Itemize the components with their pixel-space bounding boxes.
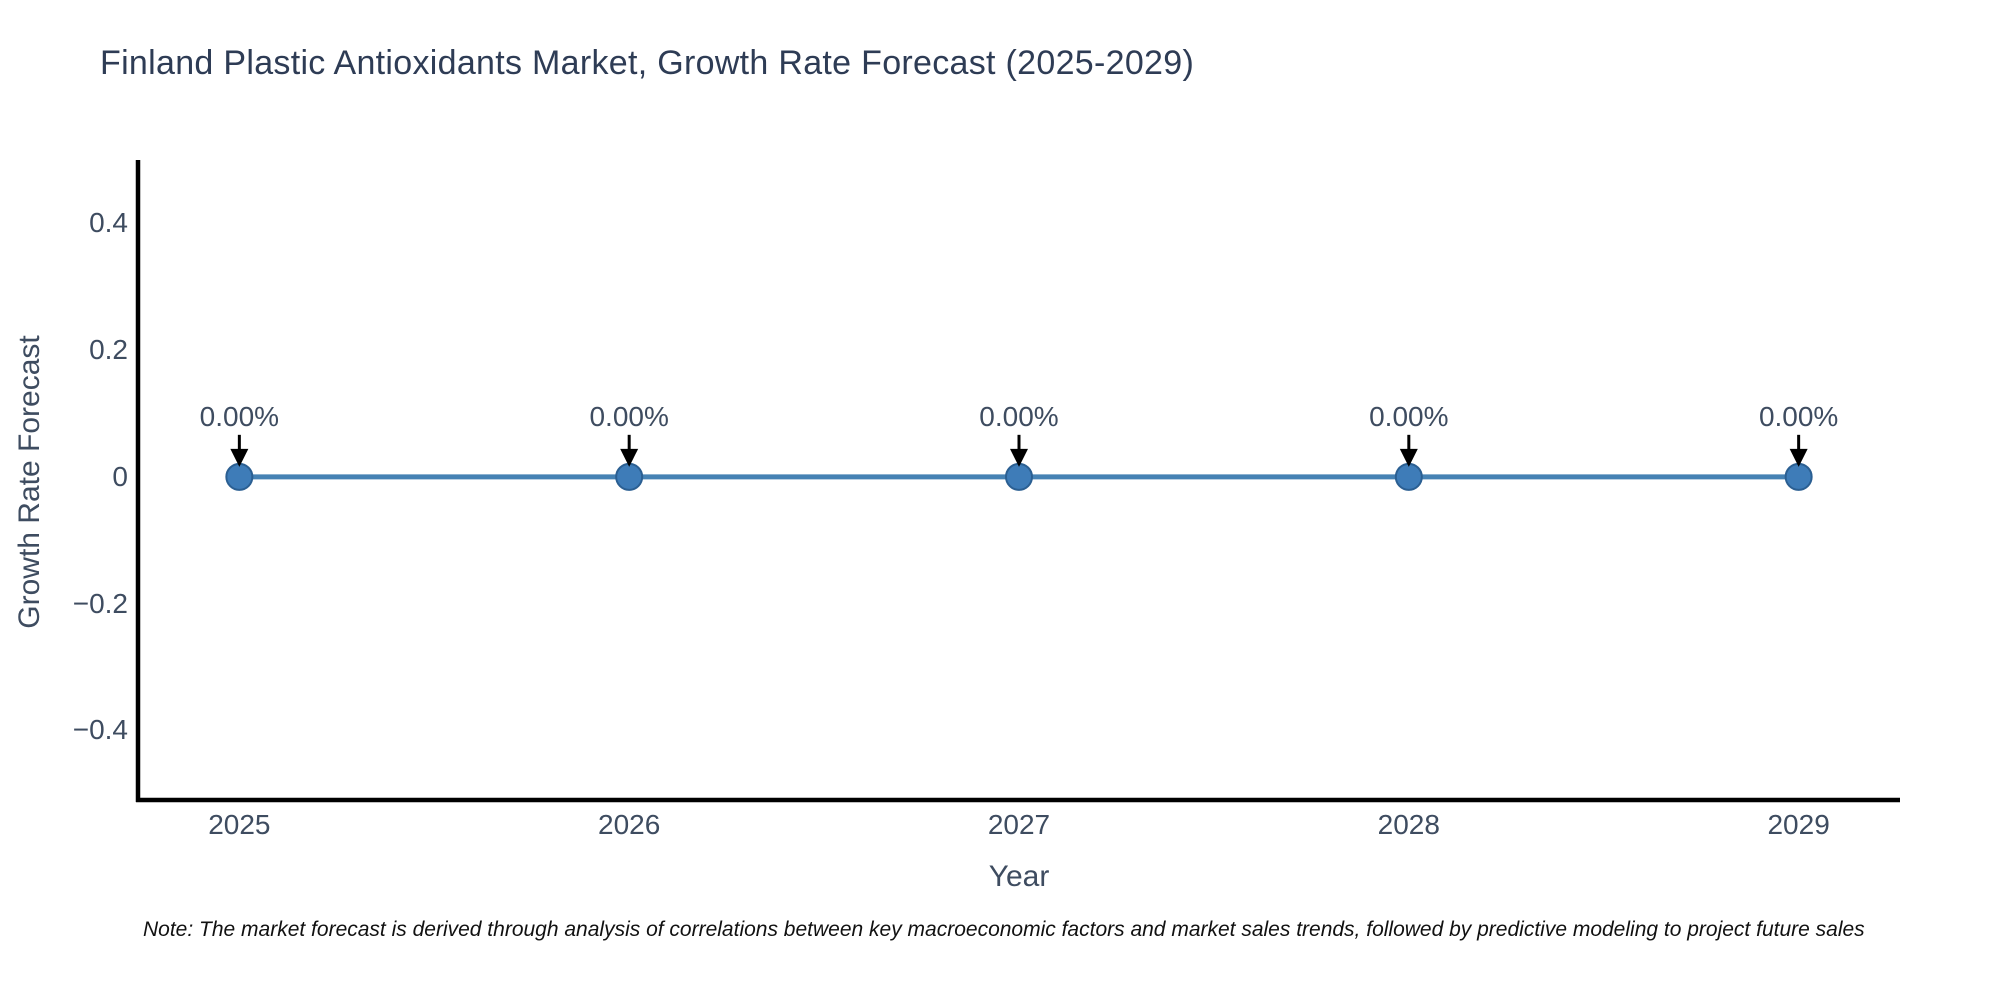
data-point-marker <box>615 462 644 491</box>
y-tick-label: 0 <box>112 460 128 492</box>
y-tick-label: −0.2 <box>72 587 128 619</box>
data-point-marker <box>1394 462 1423 491</box>
x-tick-label: 2029 <box>1767 809 1830 840</box>
x-tick-label: 2027 <box>987 809 1051 840</box>
point-annotation: 0.00% <box>979 400 1059 432</box>
annotation-arrow-head <box>1399 448 1418 467</box>
data-point-marker <box>225 462 254 491</box>
x-tick-label: 2025 <box>208 809 271 840</box>
chart-title: Finland Plastic Antioxidants Market, Gro… <box>100 44 1195 82</box>
y-tick-label: 0.2 <box>89 334 128 366</box>
point-annotation: 0.00% <box>1369 400 1449 432</box>
x-tick-label: 2026 <box>598 809 661 840</box>
point-annotation: 0.00% <box>199 400 280 432</box>
annotation-arrow-head <box>1789 448 1808 467</box>
y-tick-label: −0.4 <box>72 714 128 746</box>
y-tick-label: 0.4 <box>89 207 128 239</box>
point-annotation: 0.00% <box>1758 400 1839 432</box>
footnote: Note: The market forecast is derived thr… <box>143 918 1865 941</box>
annotation-arrow-head <box>230 448 249 467</box>
annotation-arrow-head <box>1010 448 1028 467</box>
data-point-marker <box>1005 462 1033 491</box>
x-tick-label: 2028 <box>1377 809 1440 840</box>
data-point-marker <box>1784 462 1813 491</box>
x-axis-title: Year <box>988 860 1050 893</box>
point-annotation: 0.00% <box>589 400 669 432</box>
annotation-arrow-head <box>620 448 639 467</box>
